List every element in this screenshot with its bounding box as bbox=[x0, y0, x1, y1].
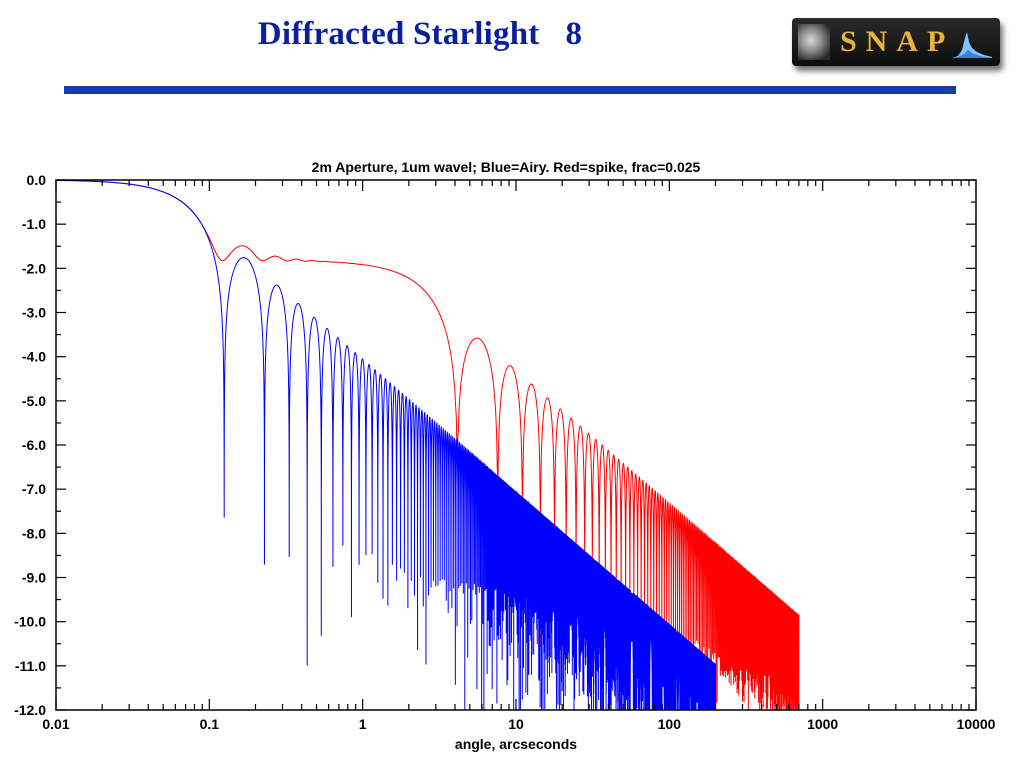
series-layer bbox=[56, 180, 800, 710]
x-tick-label: 0.01 bbox=[42, 716, 69, 732]
y-tick-label: -8.0 bbox=[22, 525, 46, 541]
galaxy-photo-icon bbox=[798, 24, 830, 60]
x-tick-label: 1 bbox=[359, 716, 367, 732]
spectrum-icon bbox=[952, 32, 992, 58]
logo-text: SNAP bbox=[840, 25, 955, 58]
y-tick-label: -7.0 bbox=[22, 481, 46, 497]
y-tick-label: -9.0 bbox=[22, 570, 46, 586]
y-tick-label: -4.0 bbox=[22, 349, 46, 365]
x-tick-label: 0.1 bbox=[200, 716, 220, 732]
slide-title: Diffracted Starlight 8 bbox=[200, 16, 640, 53]
y-tick-label: 0.0 bbox=[27, 172, 47, 188]
y-tick-label: -10.0 bbox=[14, 614, 46, 630]
chart-title: 2m Aperture, 1um wavel; Blue=Airy. Red=s… bbox=[312, 159, 701, 175]
x-axis-label: angle, arcseconds bbox=[455, 736, 577, 752]
diffraction-chart: 2m Aperture, 1um wavel; Blue=Airy. Red=s… bbox=[14, 159, 996, 752]
slide-page-number: 8 bbox=[565, 16, 583, 52]
y-tick-label: -5.0 bbox=[22, 393, 46, 409]
labels-layer: 0.01 0.1 1 10 100 1000 10000 0.0 -1.0 -2.0 -3.0 -4.… bbox=[14, 172, 996, 732]
y-tick-label: -1.0 bbox=[22, 216, 46, 232]
y-tick-label: -6.0 bbox=[22, 437, 46, 453]
y-tick-label: -11.0 bbox=[15, 658, 46, 674]
series-line-airy bbox=[56, 180, 716, 710]
x-tick-label: 10000 bbox=[957, 716, 996, 732]
y-tick-label: -3.0 bbox=[22, 305, 46, 321]
slide-title-text: Diffracted Starlight bbox=[257, 16, 540, 52]
ticks-layer bbox=[55, 179, 977, 711]
snap-logo: SNAP bbox=[792, 18, 1000, 66]
title-underline bbox=[64, 86, 956, 94]
x-tick-label: 1000 bbox=[807, 716, 838, 732]
y-tick-label: -2.0 bbox=[22, 260, 46, 276]
x-tick-label: 10 bbox=[508, 716, 524, 732]
plot-frame bbox=[55, 179, 977, 711]
x-tick-label: 100 bbox=[658, 716, 682, 732]
y-tick-label: -12.0 bbox=[14, 702, 46, 718]
